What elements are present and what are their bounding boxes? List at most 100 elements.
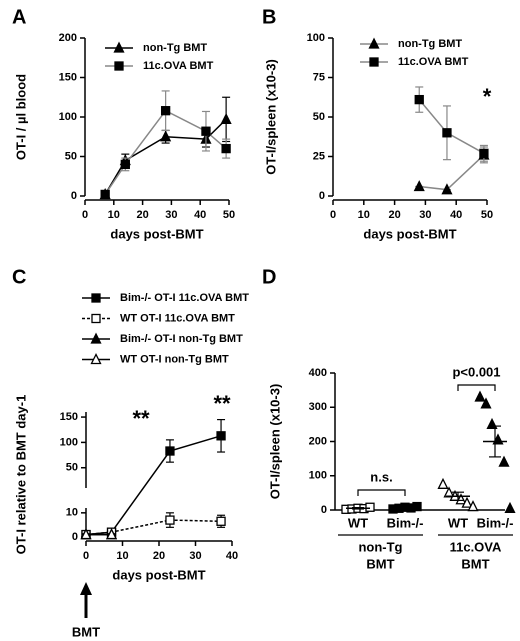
legend-marker (368, 37, 380, 49)
x-tick-label: 20 (136, 209, 148, 221)
legend-marker (90, 332, 102, 344)
annotation: ** (132, 406, 150, 431)
data-point (160, 106, 171, 116)
data-point (100, 189, 110, 200)
group-label: non-Tg (358, 539, 402, 554)
y-axis-label: OT-I / µl blood (13, 74, 28, 160)
x-axis-label: days post-BMT (112, 567, 205, 582)
group-label: BMT (366, 556, 394, 571)
data-point (441, 183, 453, 195)
legend-label: WT OT-I non-Tg BMT (120, 353, 229, 365)
data-point (412, 501, 422, 512)
data-point (474, 390, 486, 402)
y-tick-label: 50 (66, 462, 78, 474)
data-point (216, 516, 226, 526)
data-point (80, 528, 92, 540)
x-tick-label: 50 (223, 209, 235, 221)
data-point (504, 501, 516, 513)
data-point (442, 128, 452, 138)
x-tick-label: 0 (82, 209, 88, 221)
legend-marker (114, 61, 124, 71)
data-point (220, 112, 232, 125)
x-tick-label: Bim-/- (387, 515, 424, 530)
y-tick-label: 100 (307, 32, 325, 44)
bracket (357, 489, 406, 496)
x-tick-label: 10 (108, 209, 120, 221)
data-point (160, 130, 172, 142)
legend-label: 11c.OVA BMT (143, 60, 214, 72)
data-point (498, 455, 510, 467)
group-label: BMT (461, 556, 489, 571)
x-tick-label: WT (448, 515, 468, 530)
data-point (480, 397, 492, 409)
y-tick-label: 150 (60, 411, 78, 423)
y-tick-label: 100 (60, 436, 78, 448)
x-tick-label: 50 (481, 209, 493, 221)
y-tick-label: 200 (59, 32, 77, 44)
annotation: ** (213, 391, 231, 416)
y-tick-label: 300 (309, 401, 327, 413)
x-tick-label: WT (348, 515, 368, 530)
data-point (414, 94, 424, 105)
x-tick-label: Bim-/- (477, 515, 514, 530)
annotation: BMT (72, 624, 100, 639)
y-tick-label: 100 (59, 111, 77, 123)
data-point (105, 528, 118, 540)
panel-letter: C (12, 266, 26, 288)
x-tick-label: 20 (388, 209, 400, 221)
x-tick-label: 30 (165, 209, 177, 221)
x-tick-label: 20 (153, 550, 165, 562)
panel-letter: B (262, 6, 276, 28)
y-tick-label: 150 (59, 71, 77, 83)
data-point (461, 496, 473, 508)
legend-label: WT OT-I 11c.OVA BMT (120, 312, 235, 324)
x-tick-label: 30 (189, 550, 201, 562)
x-tick-label: 10 (116, 550, 128, 562)
data-point (216, 431, 226, 441)
legend-marker (91, 313, 101, 324)
x-axis-label: days post-BMT (110, 226, 203, 241)
y-axis-label: OT-I/spleen (x10-3) (267, 384, 282, 500)
y-tick-label: 0 (72, 531, 78, 543)
data-point (479, 148, 489, 158)
data-point (413, 180, 425, 192)
legend-label: non-Tg BMT (398, 38, 462, 50)
legend-label: Bim-/- OT-I 11c.OVA BMT (120, 292, 249, 304)
x-tick-label: 40 (450, 209, 462, 221)
x-axis-label: days post-BMT (363, 226, 456, 241)
annotation: * (483, 84, 492, 109)
annotation: p<0.001 (452, 364, 500, 379)
data-point (437, 477, 449, 489)
panel-letter: D (262, 266, 276, 288)
x-tick-label: 0 (330, 209, 336, 221)
x-tick-label: 40 (226, 550, 238, 562)
legend-label: non-Tg BMT (143, 42, 207, 54)
data-point (467, 500, 479, 512)
legend-marker (369, 57, 379, 67)
legend-marker (113, 41, 125, 53)
y-tick-label: 400 (309, 367, 327, 379)
y-tick-label: 25 (313, 150, 325, 162)
y-tick-label: 0 (319, 190, 325, 202)
data-point (120, 159, 130, 170)
data-point (365, 502, 375, 512)
y-tick-label: 200 (309, 435, 327, 447)
annotation: n.s. (370, 469, 392, 484)
data-point (455, 493, 467, 505)
arrow-head (80, 582, 92, 595)
y-tick-label: 0 (321, 504, 327, 516)
series-line (85, 519, 222, 536)
legend-label: Bim-/- OT-I non-Tg BMT (120, 333, 243, 345)
x-tick-label: 10 (358, 209, 370, 221)
y-tick-label: 100 (309, 470, 327, 482)
group-label: 11c.OVA (450, 539, 502, 554)
legend-marker (91, 293, 101, 303)
y-axis-label: OT-I relative to BMT day-1 (13, 395, 28, 555)
x-tick-label: 30 (419, 209, 431, 221)
panel-letter: A (12, 6, 26, 28)
y-axis-label: OT-I/spleen (x10-3) (263, 59, 278, 175)
x-tick-label: 40 (194, 209, 206, 221)
y-tick-label: 50 (313, 111, 325, 123)
bracket (457, 384, 496, 391)
legend-marker (90, 353, 102, 365)
